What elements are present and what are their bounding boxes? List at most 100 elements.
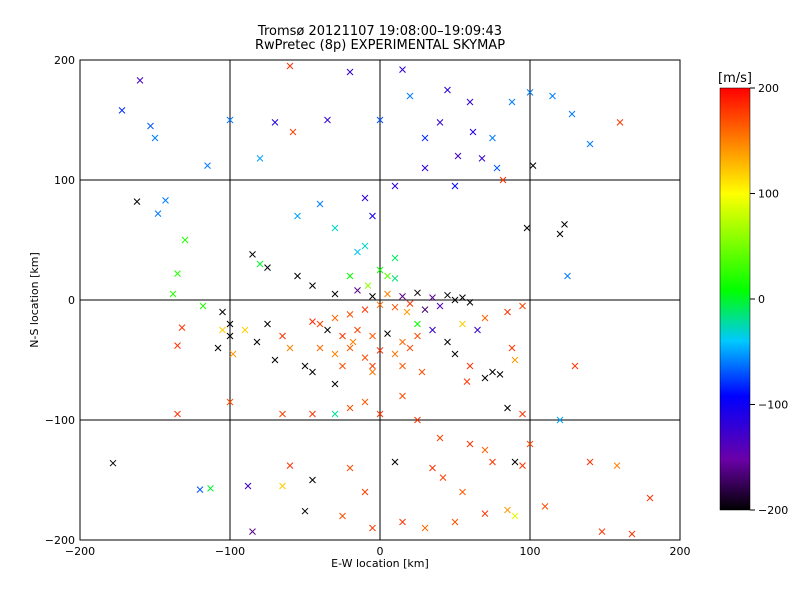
scatter-point [459,320,466,328]
scatter-point [369,332,376,340]
scatter-point [469,128,477,136]
scatter-point [309,318,316,325]
scatter-point [399,362,406,370]
scatter-point [454,152,462,160]
scatter-point [369,362,376,370]
chart-title-line-1: Tromsø 20121107 19:08:00–19:09:43 [257,24,503,39]
scatter-point [451,350,459,358]
grid [80,60,680,540]
scatter-point [444,291,451,299]
scatter-point [118,107,126,114]
scatter-point [466,362,474,370]
scatter-point [499,176,507,184]
scatter-point [229,350,237,358]
scatter-point [364,282,372,289]
scatter-point [339,362,346,370]
scatter-point [616,119,624,126]
scatter-point [309,368,316,376]
scatter-point [309,410,316,418]
scatter-point [519,410,526,418]
scatter-point [406,344,414,352]
scatter-point [496,371,504,378]
scatter-point [478,155,486,162]
scatter-point [219,326,226,334]
scatter-point [418,368,426,376]
scatter-point [391,275,399,282]
scatter-point [586,458,594,466]
scatter-point [399,392,406,400]
scatter-point [226,116,234,124]
scatter-point [346,311,354,318]
scatter-point [399,293,406,300]
y-tick-label: 200 [54,54,75,67]
scatter-point [466,98,474,106]
scatter-point [556,230,564,238]
x-tick-label: 100 [520,545,541,558]
scatter-point [586,140,594,148]
scatter-point [178,324,186,331]
scatter-point [439,474,447,481]
x-tick-label: 0 [377,545,384,558]
scatter-point [207,485,214,492]
scatter-point [301,362,309,370]
scatter-point [346,272,354,280]
scatter-point [369,212,376,220]
scatter-point [256,155,264,162]
scatter-point [384,290,391,298]
scatter-point [361,398,369,406]
scatter-point [459,488,466,496]
scatter-point [289,128,297,136]
scatter-point [151,134,159,142]
scatter-point [481,446,489,454]
scatter-point [324,116,331,124]
scatter-point [429,326,436,334]
scatter-point [568,110,576,118]
scatter-point [147,122,154,130]
x-tick-label: 200 [670,545,691,558]
scatter-point [361,194,369,202]
scatter-point [504,404,511,412]
scatter-point [399,338,406,346]
scatter-point [369,293,376,300]
scatter-point [226,332,234,340]
scatter-point [346,404,354,412]
scatter-point [376,410,384,418]
scatter-point [361,488,369,496]
scatter-point [133,198,141,205]
scatter-point [354,326,361,334]
scatter-point [481,374,489,382]
scatter-point [361,306,369,313]
scatter-point [346,344,354,352]
scatter-point [571,362,579,370]
axis-ticks: −200 −100 0 100 200 −200 −100 0 100 200 [45,54,691,558]
scatter-point [451,296,459,304]
scatter-point [219,308,226,316]
scatter-point [199,302,207,310]
scatter-point [391,458,399,466]
scatter-point [511,356,519,364]
scatter-point [249,251,256,258]
scatter-point [256,260,264,268]
colorbar-tick-label: −200 [758,504,788,517]
scatter-point [214,344,222,352]
scatter-point [354,287,361,294]
scatter-point [271,356,279,364]
scatter-point [361,354,369,361]
scatter-point [264,320,271,328]
scatter-point [331,224,339,232]
scatter-point [526,89,534,96]
scatter-point [331,290,339,298]
scatter-point [162,197,169,204]
y-axis-label: N-S location [km] [28,252,41,348]
scatter-point [294,272,301,280]
scatter-point [286,462,294,469]
scatter-point [174,342,181,349]
scatter-point [369,524,376,532]
scatter-point [316,200,324,208]
scatter-point [226,398,234,406]
scatter-point [598,528,606,535]
y-tick-label: 100 [54,174,75,187]
scatter-point [399,518,406,526]
scatter-point [264,264,271,271]
